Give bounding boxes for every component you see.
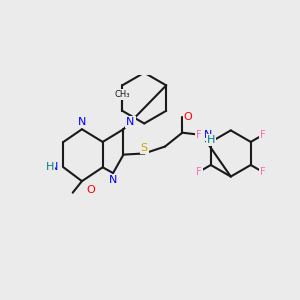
Text: F: F — [260, 167, 266, 177]
Text: O: O — [87, 185, 95, 195]
Text: H: H — [45, 162, 54, 172]
Text: F: F — [260, 130, 266, 140]
Text: N: N — [50, 162, 58, 172]
Text: N: N — [78, 117, 86, 127]
Text: N: N — [203, 130, 212, 140]
Text: S: S — [141, 143, 148, 153]
Text: F: F — [196, 130, 202, 140]
Text: F: F — [196, 167, 202, 177]
Text: CH₃: CH₃ — [115, 90, 130, 99]
Text: H: H — [207, 135, 215, 145]
Text: N: N — [109, 175, 117, 185]
Text: O: O — [184, 112, 193, 122]
Text: N: N — [126, 117, 135, 127]
